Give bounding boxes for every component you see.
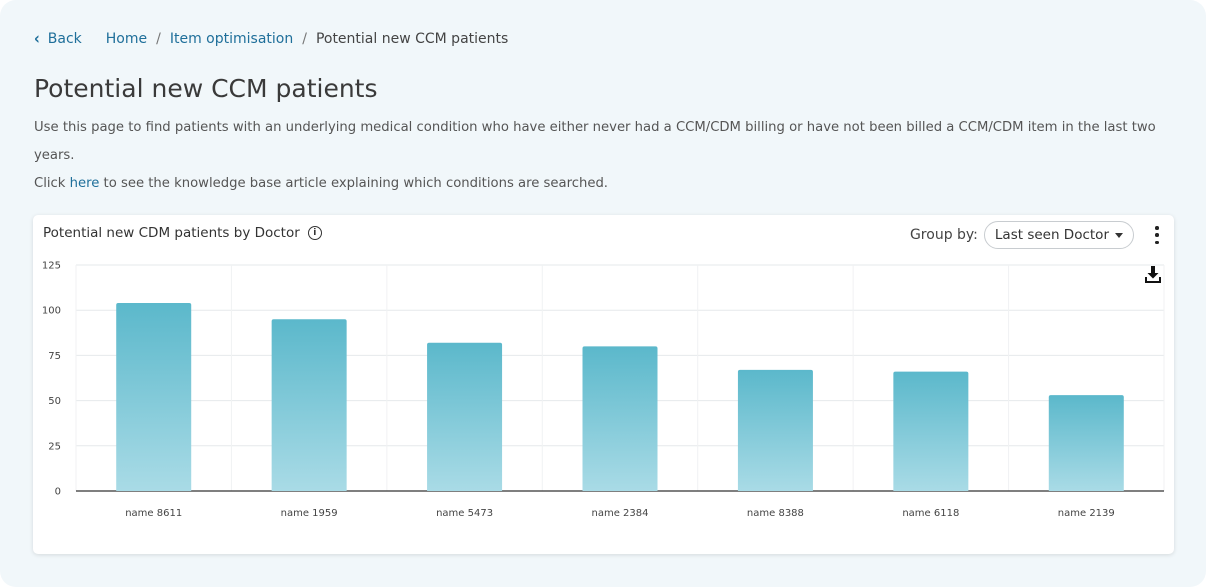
bar-chart: 0 25 50 75 100 125 name 8611 name 1959 name 5473… [42, 261, 1165, 519]
group-by-control: Group by: Last seen Doctor [910, 221, 1134, 249]
y-tick-label: 75 [48, 351, 61, 362]
breadcrumb-home[interactable]: Home [105, 31, 148, 47]
knowledge-base-link[interactable]: here [69, 176, 100, 191]
bar[interactable] [582, 346, 658, 491]
chart-card: Potential new CDM patients by Doctor i G… [33, 215, 1174, 554]
x-tick-label: name 6118 [902, 508, 959, 519]
back-link[interactable]: ‹ Back [34, 29, 82, 49]
y-tick-label: 50 [48, 396, 61, 407]
bar[interactable] [116, 302, 192, 491]
breadcrumb: ‹ Back Home / Item optimisation / Potent… [34, 29, 509, 49]
description-line-1: Use this page to find patients with an u… [34, 120, 1156, 163]
x-tick-label: name 2384 [592, 508, 649, 519]
group-by-value: Last seen Doctor [994, 227, 1109, 243]
chart-card-header: Potential new CDM patients by Doctor i [43, 225, 322, 241]
bar[interactable] [737, 369, 813, 491]
x-tick-label: name 8388 [747, 508, 804, 519]
breadcrumb-current: Potential new CCM patients [315, 31, 509, 47]
bar[interactable] [271, 319, 347, 491]
x-tick-label: name 8611 [125, 508, 182, 519]
y-tick-label: 25 [48, 441, 61, 452]
bar[interactable] [893, 371, 969, 491]
breadcrumb-item-optimisation[interactable]: Item optimisation [169, 31, 294, 47]
x-tick-label: name 1959 [281, 508, 338, 519]
y-tick-label: 125 [42, 261, 61, 272]
group-by-label: Group by: [909, 227, 978, 243]
chart-title: Potential new CDM patients by Doctor [43, 225, 300, 241]
bar[interactable] [427, 342, 503, 491]
bar[interactable] [1048, 395, 1124, 491]
description-rest: to see the knowledge base article explai… [99, 176, 609, 191]
page-description: Use this page to find patients with an u… [34, 114, 1184, 198]
x-tick-label: name 5473 [436, 508, 493, 519]
group-by-select[interactable]: Last seen Doctor [983, 221, 1134, 249]
caret-down-icon [1115, 232, 1123, 238]
back-label: Back [47, 31, 82, 47]
breadcrumb-separator: / [156, 31, 161, 47]
info-icon[interactable]: i [307, 226, 322, 240]
page-title: Potential new CCM patients [34, 74, 378, 103]
y-tick-label: 100 [42, 306, 61, 317]
breadcrumb-separator: / [302, 31, 307, 47]
y-tick-label: 0 [55, 487, 61, 498]
chevron-left-icon: ‹ [34, 29, 40, 49]
description-line-2: Click here to see the knowledge base art… [34, 170, 1184, 198]
kebab-menu-icon[interactable] [1153, 226, 1161, 244]
download-icon[interactable] [1144, 265, 1162, 285]
x-tick-label: name 2139 [1058, 508, 1115, 519]
description-click: Click [34, 176, 70, 191]
